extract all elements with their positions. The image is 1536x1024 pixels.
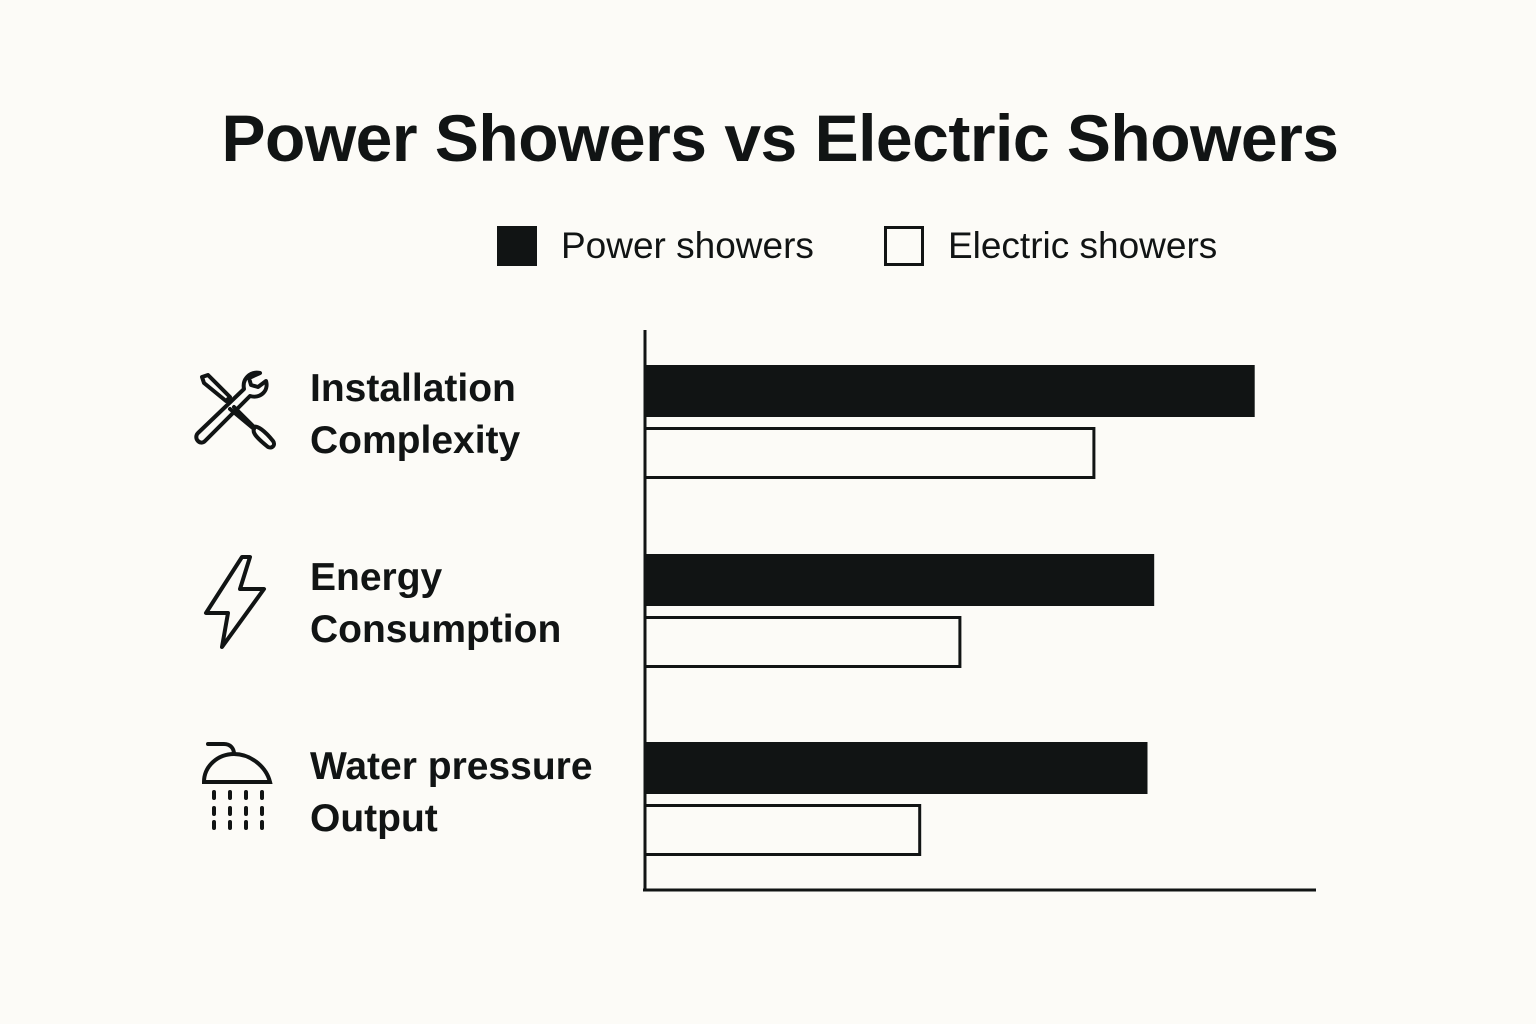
legend-label-power: Power showers (561, 225, 814, 266)
bar-electric-showers (643, 804, 922, 856)
shower-head-icon (201, 742, 273, 830)
legend: Power showers Electric showers (497, 222, 1217, 270)
category-label-line: Energy (310, 556, 443, 599)
category-label-line: Consumption (310, 608, 562, 651)
wrench-screwdriver-icon (194, 370, 277, 450)
chart-title: Power Showers vs Electric Showers (221, 101, 1339, 175)
category-label-installation: Installation Complexity (310, 363, 520, 467)
bar-power-showers (645, 742, 1148, 794)
bar-electric-showers (643, 427, 1096, 479)
category-label-line: Complexity (310, 419, 521, 462)
bar-power-showers (645, 365, 1255, 417)
category-label-line: Installation (310, 367, 516, 410)
legend-swatch-power (497, 226, 537, 266)
lightning-bolt-icon (204, 555, 266, 649)
legend-swatch-electric (883, 226, 924, 266)
bar-power-showers (645, 554, 1155, 606)
category-label-energy: Energy Consumption (310, 552, 561, 656)
category-label-line: Water pressure (310, 745, 593, 788)
legend-item-electric: Electric showers (883, 225, 1218, 267)
category-label-water: Water pressure Output (310, 741, 593, 845)
legend-label-electric: Electric showers (947, 225, 1218, 266)
legend-item-power: Power showers (497, 225, 814, 267)
bar-electric-showers (643, 616, 962, 668)
category-label-line: Output (310, 797, 438, 840)
